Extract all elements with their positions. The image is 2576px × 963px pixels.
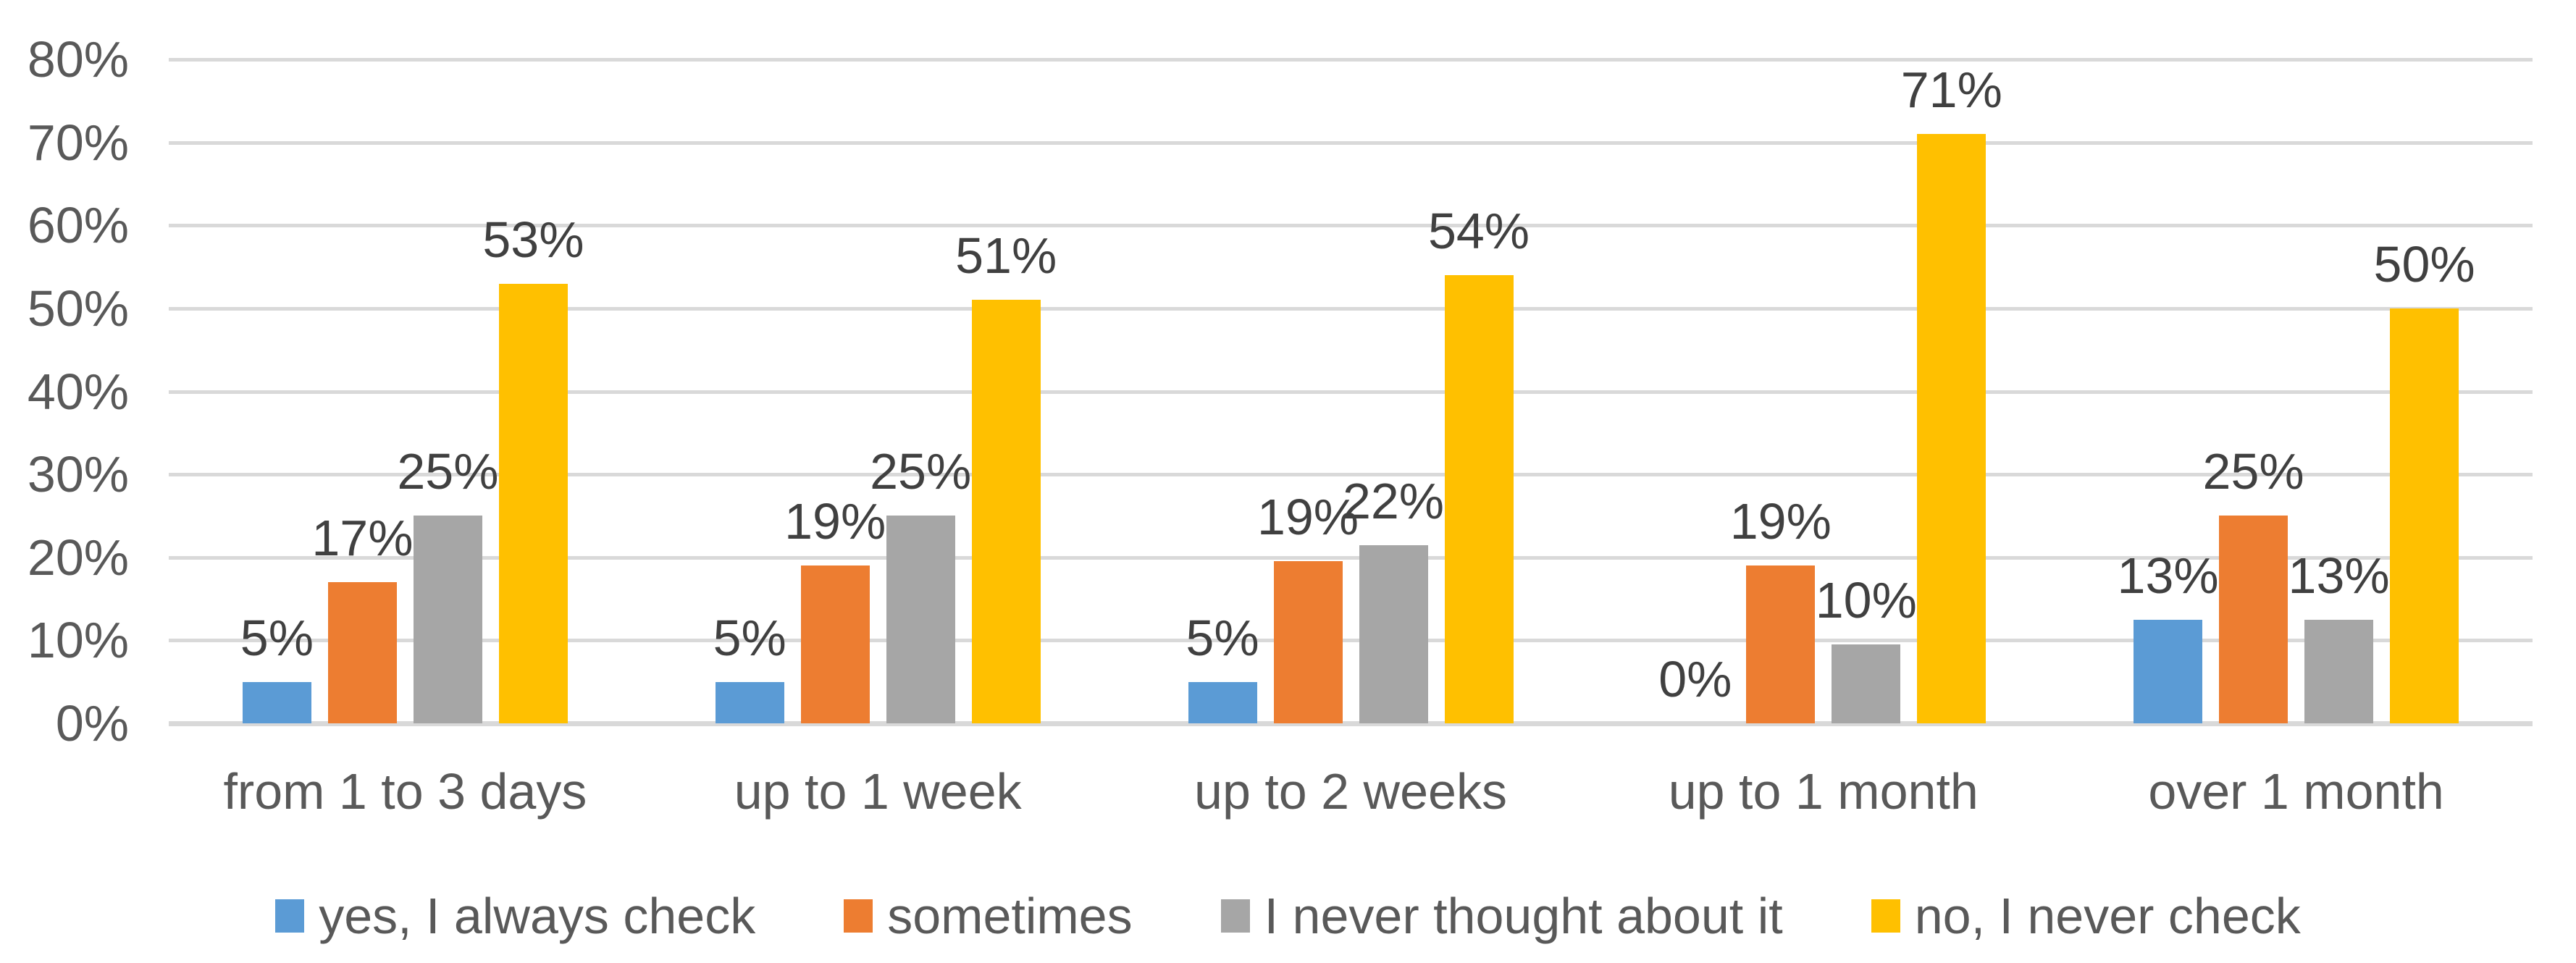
bar-data-label: 19% [1729,493,1832,550]
y-axis-tick-label: 20% [27,529,129,586]
gridline [169,390,2533,394]
bar-data-label: 22% [1342,472,1445,529]
gridline [169,140,2533,145]
bar-data-label: 50% [2373,235,2475,293]
bar [2219,516,2288,723]
bar-data-label: 51% [955,227,1057,285]
bar [242,681,311,723]
y-axis-tick-label: 50% [27,279,129,337]
legend: yes, I always check sometimes I never thou… [0,872,2576,959]
bar-data-label: 71% [1900,62,2002,119]
legend-label: sometimes [887,888,1133,944]
bar-data-label: 17% [311,510,414,567]
bar-data-label: 19% [1256,489,1359,546]
bar [800,565,870,723]
legend-item: I never thought about it [1220,888,1783,944]
y-axis-tick-label: 60% [27,197,129,254]
bar-data-label: 54% [1427,203,1530,260]
bar-data-label: 0% [1658,651,1732,707]
gridline [169,555,2533,560]
bar [715,681,784,723]
legend-swatch [275,899,305,933]
y-axis-tick-label: 40% [27,363,129,420]
gridline [169,224,2533,228]
bar-data-label: 19% [784,493,886,550]
x-axis-category-label: from 1 to 3 days [223,763,587,820]
bar [498,283,568,723]
gridline [169,639,2533,643]
bar-data-label: 25% [397,443,499,500]
legend-label: no, I never check [1914,888,2301,944]
bar-data-label: 5% [240,609,314,666]
bar-data-label: 13% [2117,547,2219,604]
legend-swatch [1220,899,1250,933]
legend-label: yes, I always check [319,888,756,944]
bar [2304,619,2374,723]
gridline [169,473,2533,477]
x-axis-category-label: up to 1 week [734,763,1022,820]
gridline [169,58,2533,62]
x-axis-line [169,721,2533,726]
bar-data-label: 5% [1186,609,1259,666]
bar [413,516,482,723]
bar-data-label: 10% [1815,572,1917,629]
y-axis-tick-label: 30% [27,446,129,503]
bar-data-label: 13% [2288,547,2390,604]
y-axis-tick-label: 0% [55,695,129,752]
legend-item: yes, I always check [275,891,755,941]
bar-data-label: 53% [482,211,584,268]
y-axis-tick-label: 70% [27,114,129,171]
x-axis-category-label: over 1 month [2148,763,2444,820]
legend-swatch [1871,899,1900,933]
legend-label: I never thought about it [1264,888,1783,944]
bar-data-label: 25% [870,443,972,500]
y-axis-tick-label: 10% [27,612,129,669]
legend-swatch [844,899,873,933]
legend-item: sometimes [844,888,1133,944]
x-axis-category-label: up to 1 month [1668,763,1979,820]
bar [2390,308,2459,723]
gridline [169,306,2533,311]
bar [327,582,397,723]
legend-item: no, I never check [1871,891,2301,941]
bar [1273,561,1343,723]
bar [971,300,1041,723]
bar [1917,134,1986,723]
bar-data-label: 5% [713,609,786,666]
bar [1444,275,1514,723]
bar [1188,681,1257,723]
bar [1746,565,1816,723]
x-axis-category-label: up to 2 weeks [1194,763,1507,820]
bar [2134,619,2203,723]
bar [1832,644,1901,723]
bar [1359,544,1428,723]
y-axis-tick-label: 80% [27,31,129,88]
bar [886,516,955,723]
bar-data-label: 25% [2202,443,2304,500]
